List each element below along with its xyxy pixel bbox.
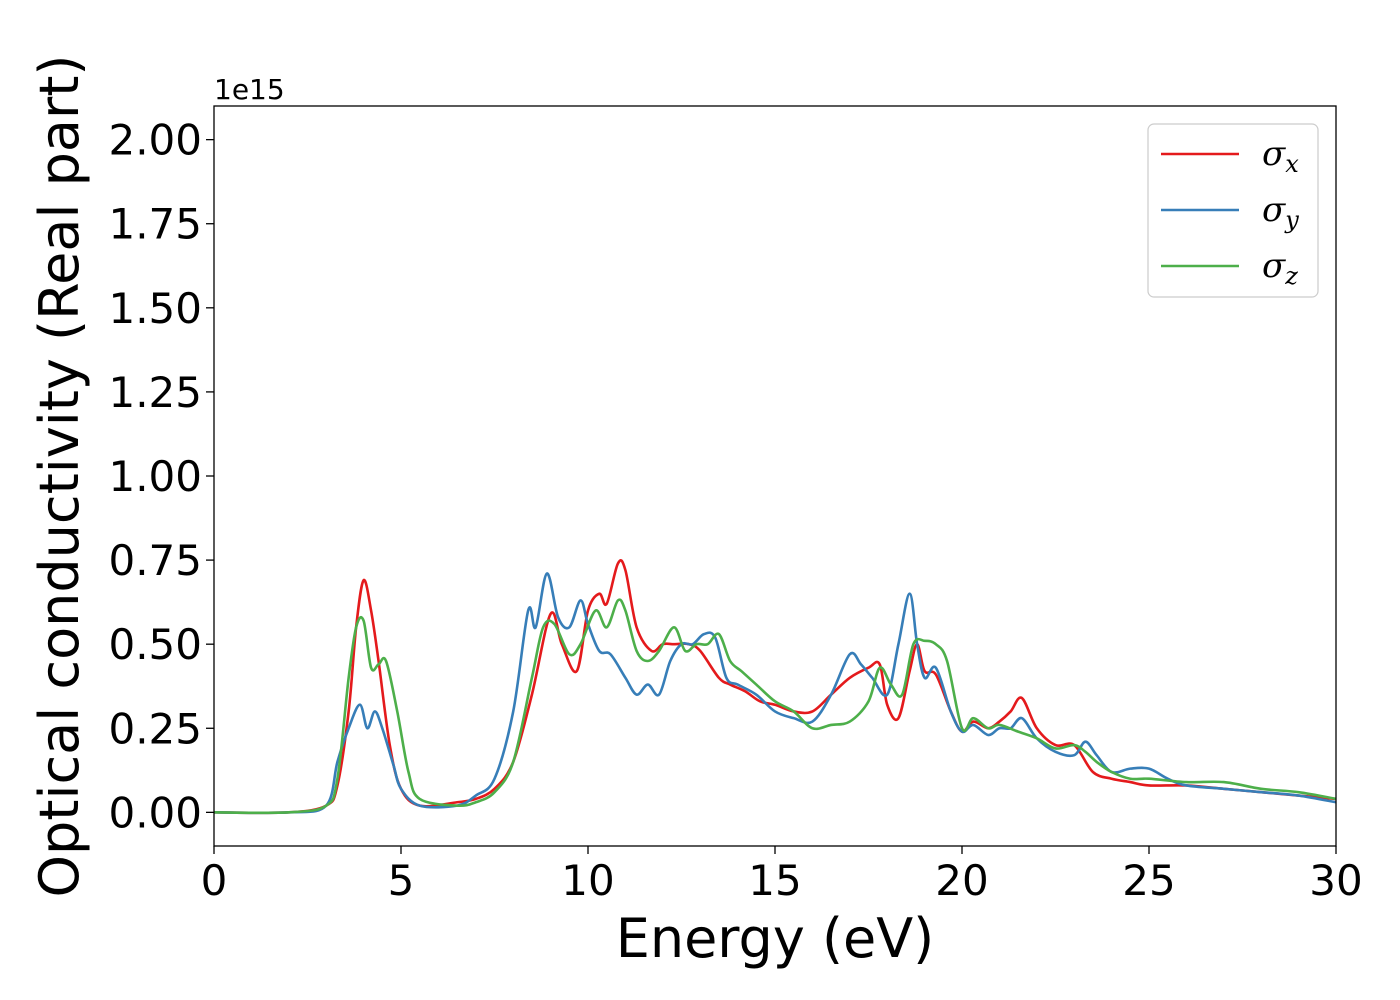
y-tick-label: 0.00 — [108, 788, 202, 837]
y-tick-label: 2.00 — [108, 116, 202, 165]
y-tick-label: 1.00 — [108, 452, 202, 501]
x-tick-label: 30 — [1309, 856, 1362, 905]
legend-label-z: σz — [1262, 246, 1298, 290]
y-tick-label: 0.50 — [108, 620, 202, 669]
y-tick-label: 0.75 — [108, 536, 202, 585]
y-tick-label: 1.75 — [108, 200, 202, 249]
y-tick-label: 1.50 — [108, 284, 202, 333]
y-tick-label: 0.25 — [108, 704, 202, 753]
x-axis-ticks: 0 5 10 15 20 25 30 — [201, 846, 1363, 905]
legend-label-y: σy — [1262, 190, 1299, 234]
series-line-x — [213, 559, 1337, 815]
y-tick-label: 1.25 — [108, 368, 202, 417]
x-tick-label: 25 — [1122, 856, 1175, 905]
y-axis-ticks: 0.00 0.25 0.50 0.75 1.00 1.25 1.50 1.75 2.00 — [108, 116, 214, 837]
y-offset-label: 1e15 — [214, 73, 285, 106]
x-axis-label: Energy (eV) — [616, 907, 935, 970]
series-line-z — [213, 598, 1337, 815]
x-tick-label: 15 — [748, 856, 801, 905]
x-tick-label: 5 — [388, 856, 415, 905]
x-tick-label: 10 — [561, 856, 614, 905]
plot-area — [213, 559, 1337, 815]
y-axis-label: Optical conductivity (Real part) — [28, 55, 91, 898]
x-tick-label: 20 — [935, 856, 988, 905]
x-tick-label: 0 — [201, 856, 228, 905]
legend-label-x: σx — [1262, 134, 1299, 178]
legend: σx σy σz — [1147, 123, 1319, 298]
series-line-y — [213, 572, 1337, 815]
